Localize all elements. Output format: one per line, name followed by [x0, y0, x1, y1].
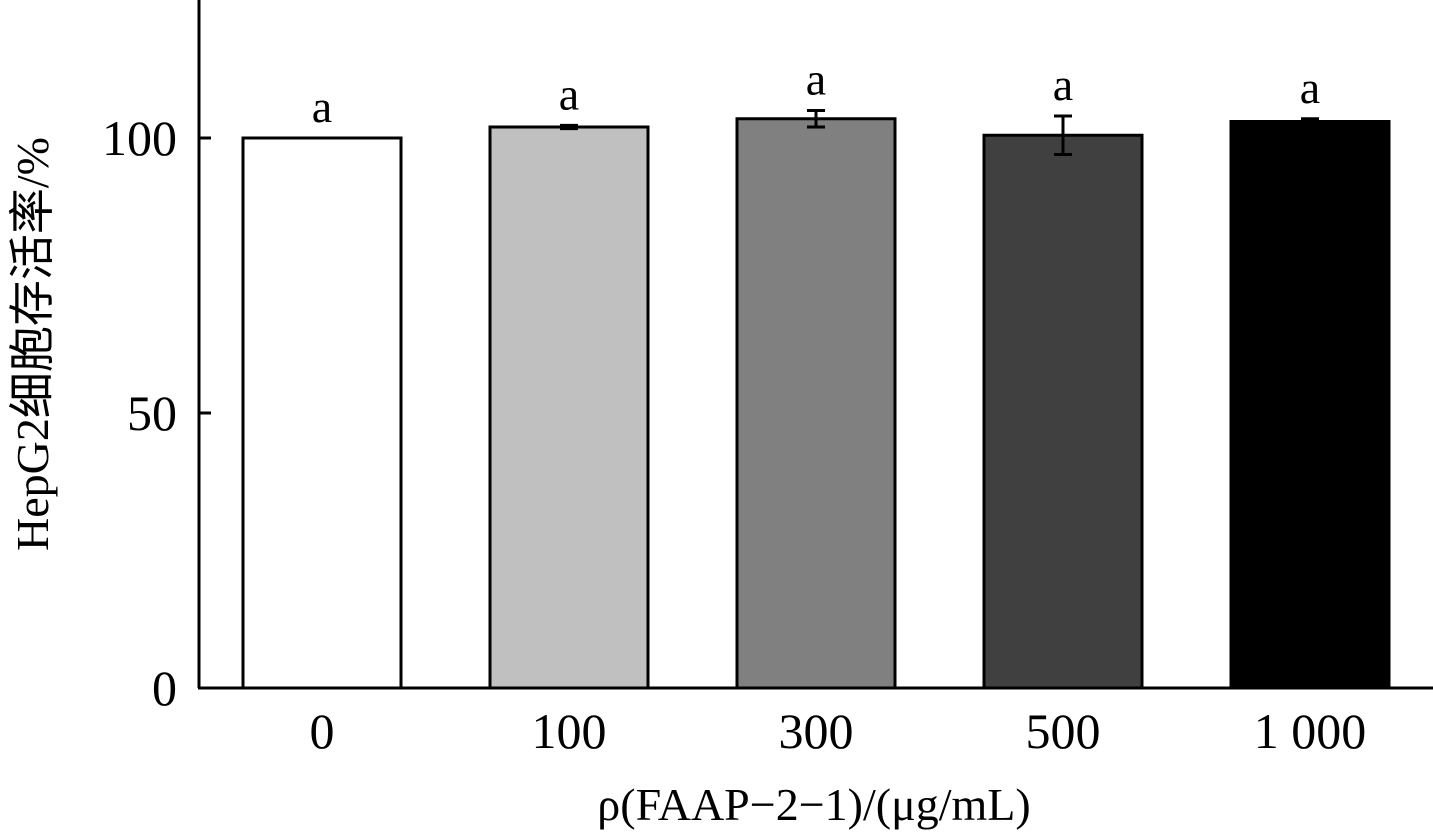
x-tick-label-0: 0	[310, 703, 335, 759]
y-tick-label-1: 50	[127, 385, 177, 441]
error-bar-2	[807, 109, 825, 129]
bar-1	[488, 125, 650, 690]
bar-0	[241, 136, 403, 690]
y-ticks-layer: 0 50 100	[102, 110, 211, 716]
significance-label-4: a	[1300, 62, 1320, 113]
bar-2	[735, 117, 897, 690]
significance-label-0: a	[312, 81, 332, 132]
bar-3	[982, 133, 1144, 690]
y-tick-label-2: 100	[102, 110, 177, 166]
x-tick-label-2: 300	[779, 703, 854, 759]
x-tick-label-3: 500	[1026, 703, 1101, 759]
significance-label-3: a	[1053, 59, 1073, 110]
error-bars-layer	[560, 109, 1319, 156]
significance-label-1: a	[559, 68, 579, 119]
significance-label-2: a	[806, 54, 826, 105]
x-tick-label-4: 1 000	[1254, 703, 1367, 759]
error-bar-1	[560, 123, 578, 131]
y-axis-title: HepG2细胞存活率/%	[7, 137, 58, 551]
bars-layer	[241, 117, 1391, 690]
x-ticks-layer: 0 100 300 500 1 000	[310, 703, 1367, 759]
x-axis-title: ρ(FAAP−2−1)/(μg/mL)	[597, 779, 1030, 830]
y-tick-label-0: 0	[152, 660, 177, 716]
bar-4	[1229, 120, 1391, 690]
x-tick-label-1: 100	[532, 703, 607, 759]
error-bar-3	[1054, 114, 1072, 156]
error-bar-4	[1301, 117, 1319, 126]
